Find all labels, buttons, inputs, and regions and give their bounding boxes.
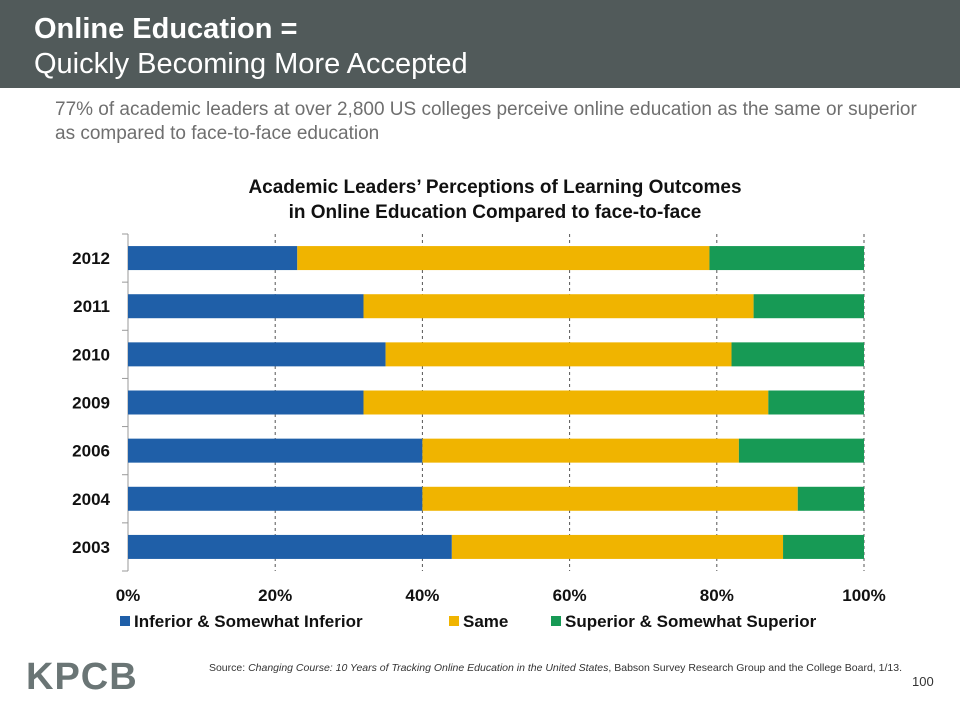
bar-segment [128,342,386,367]
category-label: 2012 [72,249,110,268]
bar-segment [753,294,864,319]
x-tick-label: 40% [405,586,439,605]
legend-label: Same [463,612,508,631]
source-rest: , Babson Survey Research Group and the C… [608,662,902,674]
bar-segment [128,486,423,511]
bar-segment [709,246,864,271]
x-tick-label: 20% [258,586,292,605]
x-tick-label: 80% [700,586,734,605]
page-title-line-1: Online Education = [34,13,298,45]
chart-title-line-1: Academic Leaders’ Perceptions of Learnin… [248,177,742,198]
x-tick-label: 100% [842,586,885,605]
legend-label: Superior & Somewhat Superior [565,612,817,631]
chart-title-line-2: in Online Education Compared to face-to-… [288,202,702,223]
legend-swatch [449,616,459,626]
bar-segment [128,438,423,463]
source-prefix: Source: [208,662,249,674]
source-note: Source: Changing Course: 10 Years of Tra… [170,661,902,675]
bar-segment [363,294,754,319]
category-label: 2009 [72,394,110,413]
bar-segment [422,486,798,511]
bar-segment [385,342,732,367]
chart-title: Academic Leaders’ Perceptions of Learnin… [150,175,840,225]
header-bar: Online Education = Quickly Becoming More… [0,0,960,88]
x-tick-label: 0% [116,586,141,605]
bar-segment [783,534,864,559]
kpcb-logo: KPCB [26,656,138,698]
page-title-line-2: Quickly Becoming More Accepted [34,48,468,80]
page-number: 100 [912,674,934,689]
category-label: 2006 [72,442,110,461]
legend-swatch [120,616,130,626]
category-label: 2004 [72,490,110,509]
bar-segment [731,342,864,367]
bar-segment [128,390,364,415]
bar-segment [128,246,298,271]
page-subtitle: 77% of academic leaders at over 2,800 US… [55,99,917,144]
source-title: Changing Course: 10 Years of Tracking On… [248,662,609,674]
bar-segment [451,534,784,559]
category-label: 2010 [72,345,110,364]
bar-segment [768,390,864,415]
legend-label: Inferior & Somewhat Inferior [134,612,363,631]
bar-segment [128,294,364,319]
bar-segment [363,390,769,415]
bar-segment [797,486,864,511]
bar-segment [128,534,452,559]
x-tick-label: 60% [553,586,587,605]
bar-segment [738,438,864,463]
bar-segment [297,246,710,271]
legend-swatch [551,616,561,626]
bar-segment [422,438,739,463]
category-label: 2003 [72,538,110,557]
category-label: 2011 [73,297,110,316]
